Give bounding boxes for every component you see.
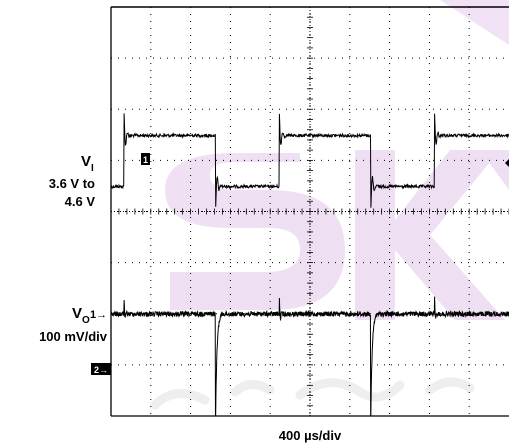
vi-scale-line1: 3.6 V to [49,176,95,191]
vo-scale-label: 100 mV/div [39,329,108,344]
svg-text:1→: 1→ [90,309,107,321]
channel-2-marker: 2→ [91,363,111,375]
vo-label: V O 1→ [72,305,107,326]
trace-vo [111,296,509,416]
svg-text:O: O [82,315,90,326]
trigger-level-marker [505,159,509,167]
graticule [110,6,509,417]
channel-1-marker: 1 [141,153,150,165]
vi-label: V I [81,153,94,174]
vi-scale-line2: 4.6 V [65,194,96,209]
svg-text:V: V [72,305,82,322]
svg-text:1: 1 [143,155,148,165]
timebase-label: 400 µs/div [279,428,342,443]
svg-text:V: V [81,153,91,170]
trace-vi [111,113,509,208]
watermark [150,0,509,410]
svg-text:2→: 2→ [94,365,108,375]
svg-text:I: I [91,163,94,174]
